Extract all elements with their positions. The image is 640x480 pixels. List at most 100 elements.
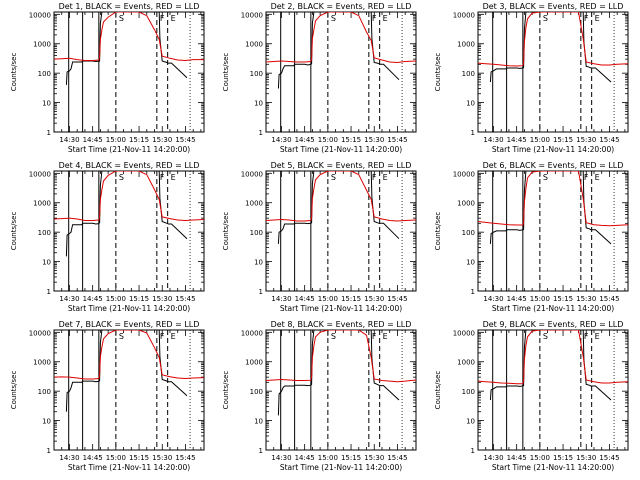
y-tick-label: 10000 [29, 11, 51, 19]
x-tick-label: 14:45 [295, 295, 315, 303]
plot-frame [265, 329, 417, 451]
y-tick-label: 10 [254, 100, 263, 108]
panel-title: Det 7, BLACK = Events, RED = LLD [59, 320, 200, 329]
y-axis-label: Counts/sec [434, 212, 442, 251]
marker-label-e: E [595, 173, 600, 182]
series-lld-line [478, 171, 628, 227]
marker-label-s: S [119, 332, 124, 341]
x-tick-label: 15:00 [530, 136, 550, 144]
x-tick-label: 15:30 [152, 295, 172, 303]
marker-label-e: E [383, 173, 388, 182]
panel-title: Det 6, BLACK = Events, RED = LLD [483, 161, 624, 170]
x-tick-label: 14:30 [271, 136, 291, 144]
y-tick-label: 1 [471, 129, 475, 137]
y-tick-label: 100 [462, 388, 475, 396]
marker-label-f: F [160, 14, 165, 23]
series-events-line [65, 330, 188, 412]
x-tick-label: 15:30 [364, 136, 384, 144]
x-tick-label: 15:00 [530, 295, 550, 303]
detector-panel-5: Det 5, BLACK = Events, RED = LLD 1 10 100 10… [222, 161, 417, 313]
y-tick-label: 1000 [33, 200, 51, 208]
x-tick-label: 15:15 [129, 454, 149, 462]
marker-label-s: S [331, 332, 336, 341]
x-tick-label: 15:30 [364, 295, 384, 303]
series-events-line [489, 171, 612, 245]
x-axis-label: Start Time (21-Nov-11 14:20:00) [68, 304, 190, 313]
y-tick-label: 1 [471, 447, 475, 455]
y-tick-label: 10 [466, 100, 475, 108]
x-tick-label: 15:00 [318, 454, 338, 462]
detector-panel-4: Det 4, BLACK = Events, RED = LLD 1 10 100 10… [10, 161, 205, 313]
y-axis-label: Counts/sec [222, 53, 230, 92]
y-tick-label: 1000 [457, 359, 475, 367]
detector-panel-9: Det 9, BLACK = Events, RED = LLD 1 10 100 10… [434, 320, 629, 472]
x-tick-label: 15:15 [553, 295, 573, 303]
x-tick-label: 15:15 [553, 136, 573, 144]
x-tick-label: 14:45 [295, 454, 315, 462]
marker-label-s: S [331, 14, 336, 23]
y-tick-label: 1 [259, 129, 263, 137]
series-group [266, 330, 416, 416]
marker-label-e: E [171, 14, 176, 23]
marker-label-f: F [372, 14, 377, 23]
series-lld-line [266, 171, 416, 222]
detector-panel-1: Det 1, BLACK = Events, RED = LLD 1 10 100 10… [10, 2, 205, 154]
y-tick-label: 10000 [453, 329, 475, 337]
y-tick-label: 10000 [453, 11, 475, 19]
x-tick-label: 14:45 [507, 295, 527, 303]
x-axis-label: Start Time (21-Nov-11 14:20:00) [68, 463, 190, 472]
y-tick-label: 1000 [245, 359, 263, 367]
y-axis-label: Counts/sec [10, 53, 18, 92]
series-events-line [277, 171, 400, 244]
marker-label-s: S [543, 332, 548, 341]
plot-frame [477, 11, 629, 133]
detector-panel-6: Det 6, BLACK = Events, RED = LLD 1 10 100 10… [434, 161, 629, 313]
panel-title: Det 5, BLACK = Events, RED = LLD [271, 161, 412, 170]
series-events-line [489, 330, 612, 401]
y-tick-label: 10000 [453, 170, 475, 178]
x-tick-label: 15:30 [576, 136, 596, 144]
series-lld-line [54, 171, 204, 222]
x-tick-label: 15:00 [318, 295, 338, 303]
y-tick-label: 1 [259, 447, 263, 455]
plot-frame [265, 170, 417, 292]
series-lld-line [478, 12, 628, 67]
x-tick-label: 15:30 [364, 454, 384, 462]
y-tick-label: 100 [462, 70, 475, 78]
y-tick-label: 1 [259, 288, 263, 296]
x-tick-label: 14:30 [483, 295, 503, 303]
x-axis-label: Start Time (21-Nov-11 14:20:00) [68, 145, 190, 154]
y-tick-label: 1000 [457, 200, 475, 208]
panel-title: Det 8, BLACK = Events, RED = LLD [271, 320, 412, 329]
panel-title: Det 1, BLACK = Events, RED = LLD [59, 2, 200, 11]
x-tick-label: 14:45 [83, 295, 103, 303]
series-group [54, 12, 204, 85]
x-tick-label: 15:45 [599, 454, 619, 462]
x-axis-label: Start Time (21-Nov-11 14:20:00) [280, 304, 402, 313]
y-tick-label: 100 [250, 388, 263, 396]
x-tick-label: 14:45 [295, 136, 315, 144]
x-tick-label: 14:30 [271, 295, 291, 303]
y-tick-label: 10 [42, 100, 51, 108]
series-lld-line [266, 12, 416, 64]
x-tick-label: 15:45 [387, 295, 407, 303]
panel-title: Det 9, BLACK = Events, RED = LLD [483, 320, 624, 329]
marker-label-f: F [584, 173, 589, 182]
y-tick-label: 100 [38, 229, 51, 237]
y-tick-label: 100 [250, 229, 263, 237]
plot-frame [265, 11, 417, 133]
series-events-line [277, 12, 400, 89]
y-tick-label: 10 [254, 418, 263, 426]
series-group [266, 12, 416, 89]
series-events-line [489, 12, 612, 83]
series-lld-line [54, 12, 204, 62]
x-tick-label: 15:00 [106, 136, 126, 144]
y-axis-label: Counts/sec [10, 371, 18, 410]
series-group [478, 12, 628, 83]
y-tick-label: 10 [42, 259, 51, 267]
x-tick-label: 15:00 [106, 295, 126, 303]
y-tick-label: 10000 [241, 170, 263, 178]
y-tick-label: 100 [462, 229, 475, 237]
x-tick-label: 15:45 [175, 454, 195, 462]
x-tick-label: 15:45 [175, 136, 195, 144]
